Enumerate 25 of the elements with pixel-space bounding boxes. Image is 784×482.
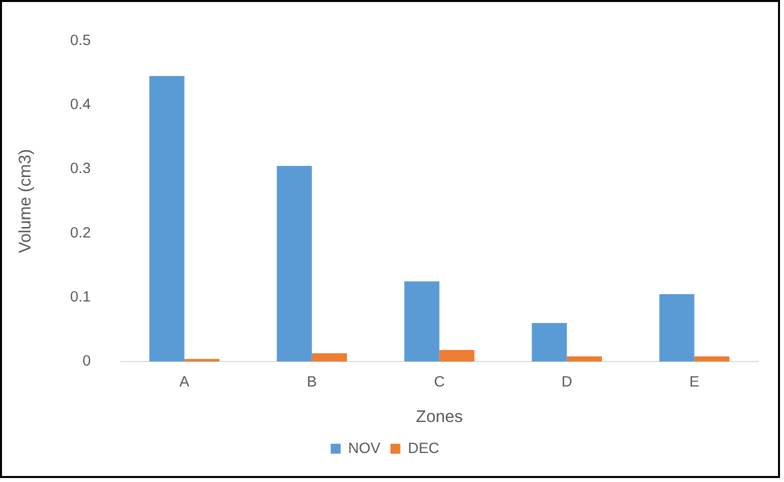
y-axis-title: Volume (cm3) [16, 149, 35, 254]
x-tick-label: D [561, 374, 572, 390]
y-tick-label: 0.3 [70, 161, 91, 178]
legend-label: DEC [408, 440, 440, 457]
bar [694, 356, 730, 362]
x-tick-label: B [306, 374, 317, 390]
bar [276, 166, 312, 362]
bar [532, 323, 567, 362]
bar [566, 356, 602, 362]
x-tick-label: A [179, 374, 190, 390]
bar [184, 359, 220, 362]
y-tick-label: 0.5 [70, 32, 91, 49]
x-tick-label: C [434, 374, 446, 390]
x-tick-label: E [689, 374, 700, 390]
bar [312, 353, 347, 362]
y-tick-label: 0 [82, 354, 91, 370]
legend-label: NOV [348, 440, 380, 457]
y-tick-label: 0.1 [70, 290, 91, 306]
bar [659, 294, 694, 362]
x-axis-title: Zones [416, 406, 463, 426]
bar [439, 350, 474, 362]
y-tick-label: 0.2 [70, 225, 91, 242]
bar [149, 76, 184, 362]
bar [404, 281, 440, 362]
y-tick-label: 0.4 [70, 96, 91, 113]
